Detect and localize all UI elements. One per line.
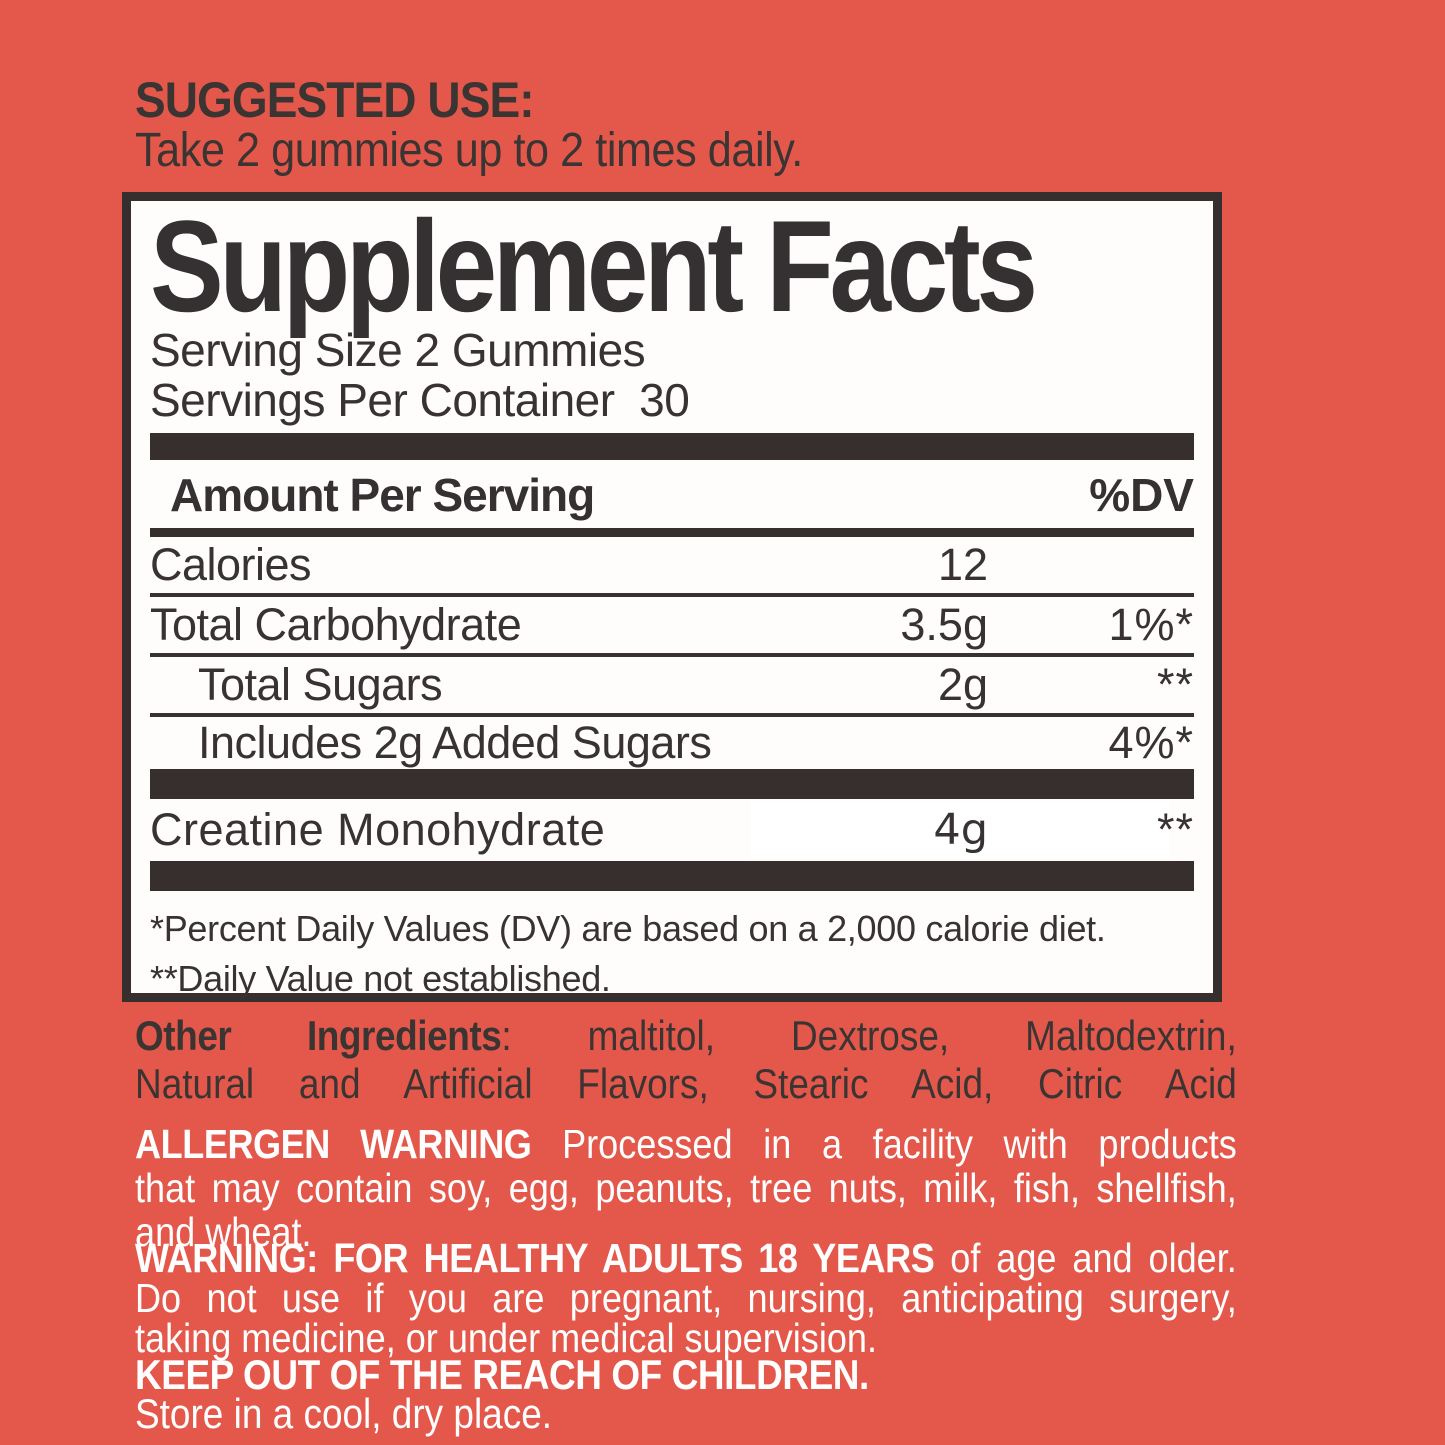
- warning-line-3: taking medicine, or under medical superv…: [135, 1315, 878, 1361]
- row-amount: 4g: [933, 805, 988, 855]
- dv-header: %DV: [1089, 469, 1194, 521]
- other-ingredients-line-1: Other Ingredients: maltitol, Dextrose, M…: [135, 1012, 1237, 1060]
- amount-per-serving-header: Amount Per Serving: [170, 469, 595, 521]
- table-row-added-sugars: Includes 2g Added Sugars 4%*: [150, 717, 1194, 769]
- row-label: Total Carbohydrate: [150, 599, 522, 650]
- row-amount: 2g: [937, 659, 988, 710]
- row-label: Includes 2g Added Sugars: [198, 717, 712, 768]
- table-row-total-carbohydrate: Total Carbohydrate 3.5g 1%*: [150, 597, 1194, 657]
- row-amount: 3.5g: [900, 599, 988, 650]
- divider-bar-middle: [150, 769, 1194, 799]
- row-dv: **: [1156, 804, 1194, 855]
- warning-line-2: Do not use if you are pregnant, nursing,…: [135, 1275, 1237, 1321]
- table-header-row: Amount Per Serving %DV: [150, 460, 1194, 537]
- row-label: Calories: [150, 539, 312, 590]
- allergen-warning-line-1: ALLERGEN WARNING Processed in a facility…: [135, 1122, 1237, 1166]
- row-amount: 12: [937, 539, 988, 590]
- table-row-creatine-monohydrate: Creatine Monohydrate 4g **: [150, 799, 1194, 861]
- suggested-use-text: Take 2 gummies up to 2 times daily.: [135, 124, 803, 177]
- other-ingredients-section: Other Ingredients: maltitol, Dextrose, M…: [135, 1012, 1237, 1108]
- divider-bar-bottom: [150, 861, 1194, 891]
- allergen-warning-line-3: and wheat.: [135, 1209, 312, 1255]
- keep-out-of-reach-text: KEEP OUT OF THE REACH OF CHILDREN.: [135, 1351, 869, 1398]
- footnote-not-established: **Daily Value not established.: [150, 958, 611, 999]
- servings-per-container: Servings Per Container 30: [150, 374, 690, 426]
- table-row-total-sugars: Total Sugars 2g **: [150, 657, 1194, 717]
- row-label: Creatine Monohydrate: [150, 804, 606, 855]
- panel-title: Supplement Facts: [150, 193, 1038, 339]
- row-dv: 4%*: [1108, 717, 1194, 768]
- amount-highlight-patch: [750, 801, 1170, 859]
- table-row-calories: Calories 12: [150, 537, 1194, 597]
- allergen-warning-line-2: that may contain soy, egg, peanuts, tree…: [135, 1165, 1237, 1211]
- warning-line-1: WARNING: FOR HEALTHY ADULTS 18 YEARS of …: [135, 1235, 1237, 1281]
- other-ingredients-label: Other Ingredients: [135, 1012, 502, 1059]
- row-dv: 1%*: [1108, 599, 1194, 650]
- other-ingredients-line-2: Natural and Artificial Flavors, Stearic …: [135, 1060, 1237, 1107]
- footnote-dv: *Percent Daily Values (DV) are based on …: [150, 908, 1106, 949]
- serving-size: Serving Size 2 Gummies: [150, 324, 646, 376]
- warning-section: WARNING: FOR HEALTHY ADULTS 18 YEARS of …: [135, 1235, 1237, 1437]
- suggested-use-heading: SUGGESTED USE:: [135, 72, 535, 128]
- footnotes-section: *Percent Daily Values (DV) are based on …: [150, 907, 1194, 1001]
- divider-bar-top: [150, 433, 1194, 460]
- other-ingredients-text: : maltitol, Dextrose, Maltodextrin,: [501, 1012, 1237, 1059]
- warning-label: WARNING: FOR HEALTHY ADULTS 18 YEARS: [135, 1235, 935, 1281]
- row-label: Total Sugars: [198, 659, 443, 710]
- row-dv: **: [1156, 659, 1194, 710]
- allergen-warning-section: ALLERGEN WARNING Processed in a facility…: [135, 1122, 1237, 1254]
- allergen-warning-label: ALLERGEN WARNING: [135, 1121, 532, 1167]
- warning-text: of age and older.: [934, 1235, 1237, 1281]
- suggested-use-section: SUGGESTED USE: Take 2 gummies up to 2 ti…: [135, 74, 1315, 176]
- supplement-facts-panel: Supplement Facts Serving Size 2 Gummies …: [122, 192, 1222, 1002]
- allergen-warning-text: Processed in a facility with products: [531, 1121, 1237, 1167]
- storage-instructions: Store in a cool, dry place.: [135, 1390, 553, 1437]
